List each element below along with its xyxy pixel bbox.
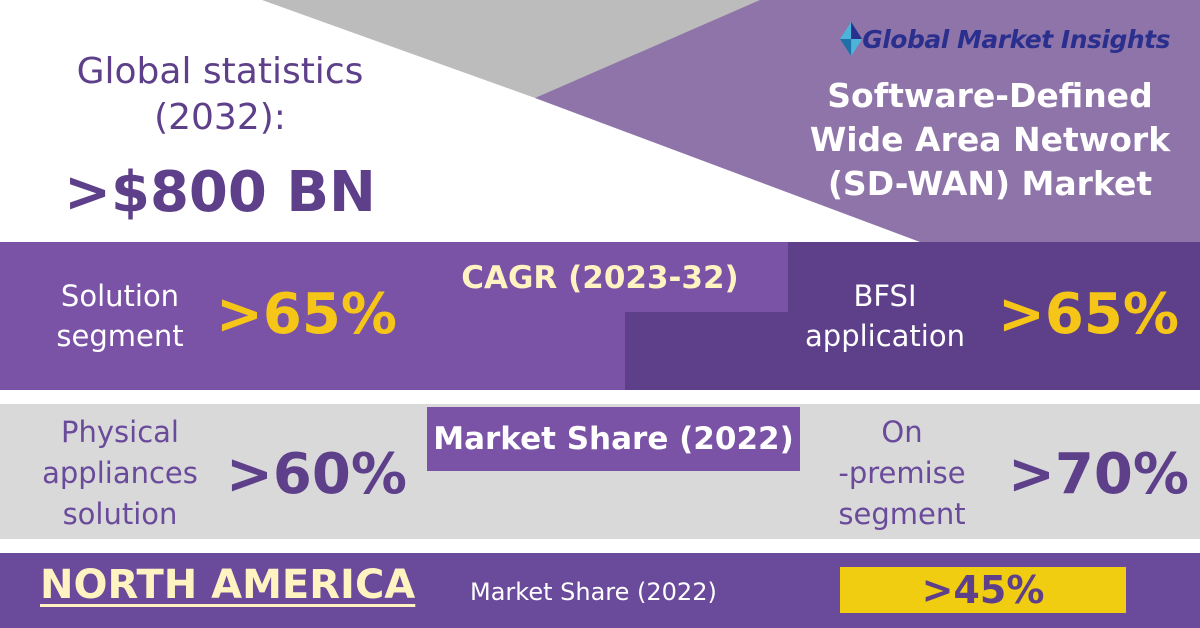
region-label: Market Share (2022) xyxy=(470,578,717,606)
brand-logo-text: Global Market Insights xyxy=(862,24,1170,54)
cagr-left-label-line2: segment xyxy=(56,319,184,353)
cagr-heading: CAGR (2023-32) xyxy=(414,244,786,312)
headline-line2: (2032): xyxy=(154,97,286,138)
report-title-line2: Wide Area Network xyxy=(809,120,1171,159)
diamond-logo-icon xyxy=(840,21,863,57)
headline-value: >$800 BN xyxy=(64,160,376,225)
top-purple-shape xyxy=(535,0,1200,242)
region-name: NORTH AMERICA xyxy=(40,562,416,608)
share-right-value: >70% xyxy=(1008,442,1189,507)
cagr-right-top-block xyxy=(788,242,1200,314)
share-right-label-line1: On xyxy=(881,415,923,449)
share-left-value: >60% xyxy=(226,442,407,507)
share-left-label-line3: solution xyxy=(62,497,178,531)
cagr-left-value: >65% xyxy=(216,282,397,347)
market-share-heading: Market Share (2022) xyxy=(427,407,800,471)
brand-logo[interactable]: Global Market Insights xyxy=(840,14,1170,64)
share-left-label-line2: appliances xyxy=(42,456,198,490)
cagr-left-label-line1: Solution xyxy=(60,279,180,313)
share-right-label-line2: -premise xyxy=(838,456,966,490)
cagr-right-block xyxy=(625,312,1200,390)
region-value: >45% xyxy=(840,567,1126,613)
report-title-line1: Software-Defined xyxy=(827,76,1153,115)
cagr-right-value: >65% xyxy=(998,282,1179,347)
headline-line1: Global statistics xyxy=(76,51,364,92)
share-right-label-line3: segment xyxy=(838,497,966,531)
cagr-right-label-line2: application xyxy=(805,319,965,353)
share-left-label-line1: Physical xyxy=(61,415,179,449)
cagr-right-label-line1: BFSI xyxy=(853,279,917,313)
report-title-line3: (SD-WAN) Market xyxy=(827,164,1153,203)
